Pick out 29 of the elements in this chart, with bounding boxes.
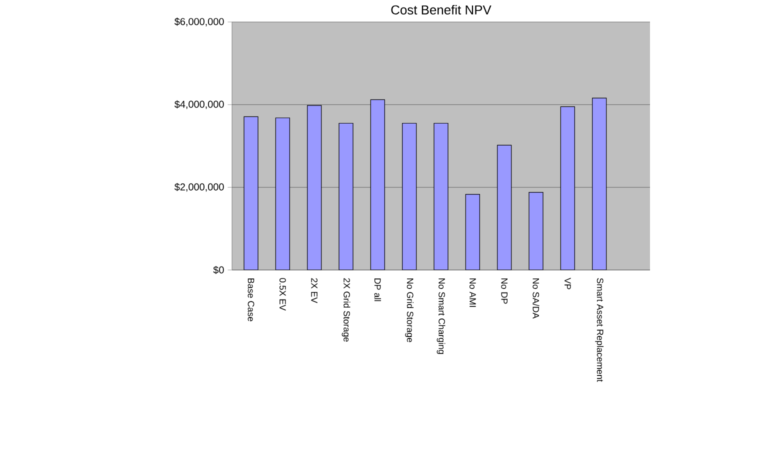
bar [244,116,258,270]
x-tick-label: No SA/DA [532,278,540,319]
x-tick-label: 0.5X EV [279,278,286,311]
x-tick-label: No Smart Charging [436,278,446,354]
bar [528,192,544,270]
x-tick-label: No Grid Storage [405,278,414,342]
bar [275,118,290,270]
x-tick-label: VP [564,278,571,290]
x-tick-label: No DP [501,278,508,304]
bar [465,194,480,270]
y-tick-label: $6,000,000 [174,18,224,26]
bar [338,122,354,270]
x-tick-label: Smart Asset Replacement [595,278,604,382]
bar [560,106,575,270]
x-tick-label: DP all [374,278,381,302]
x-tick-label: No AMI [470,278,476,307]
bar [370,99,385,270]
chart-title: Cost Benefit NPV [391,4,492,14]
y-tick-label: $0 [213,266,224,274]
bar [592,98,607,270]
x-tick-label: Base Case [248,278,254,322]
bar [497,144,512,270]
x-tick-label: 2X Grid Storage [342,278,350,342]
y-tick-label: $4,000,000 [174,100,224,109]
bar [307,105,322,270]
bar [402,122,417,270]
x-tick-label: 2X EV [311,278,318,304]
bar [434,122,448,270]
y-tick-label: $2,000,000 [174,182,224,192]
